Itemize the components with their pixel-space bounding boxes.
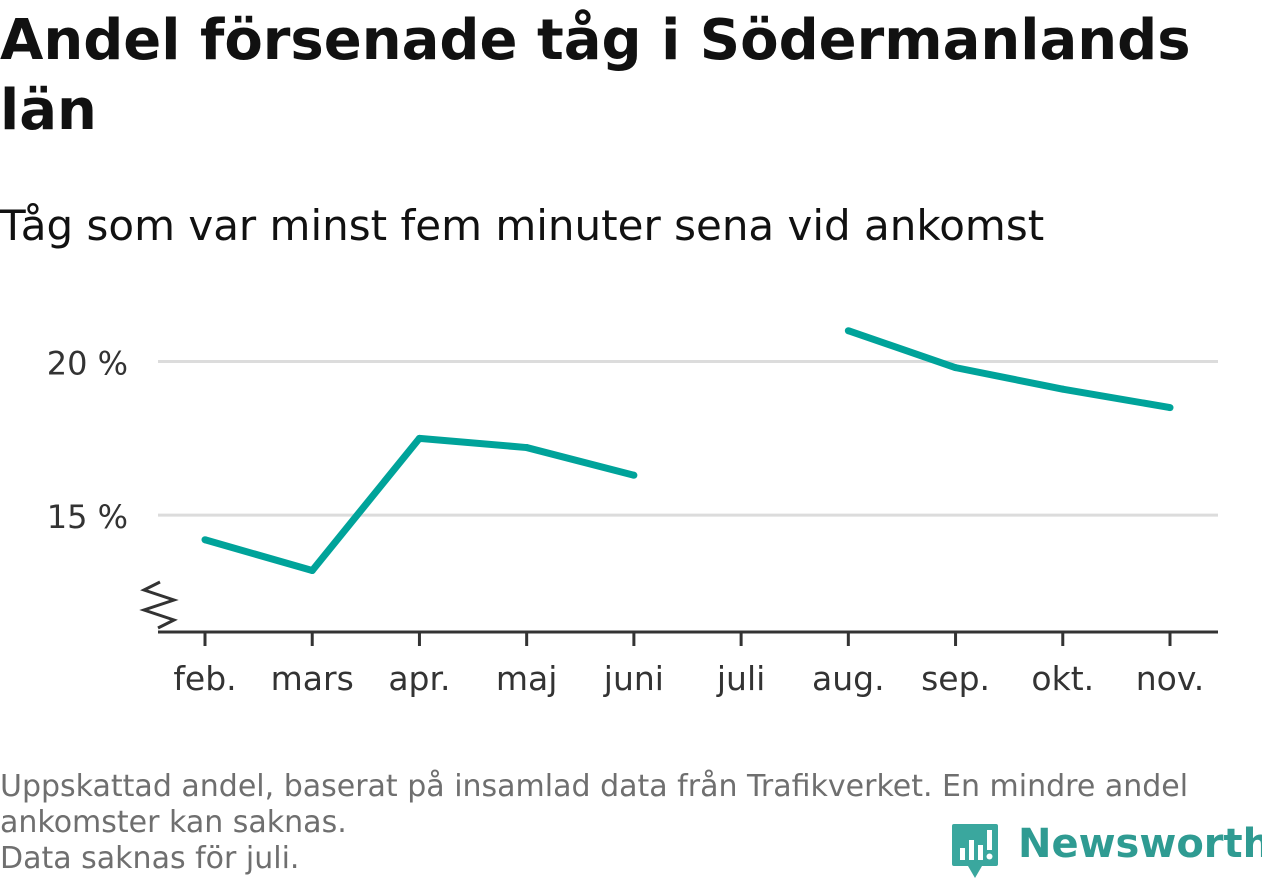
newsworthy-logo-icon [952, 824, 998, 878]
x-tick-label: okt. [1031, 659, 1094, 698]
data-point [1059, 385, 1067, 393]
footer-note-line-3: Data saknas för juli. [0, 841, 300, 876]
x-tick-label: maj [496, 659, 558, 698]
x-tick-label: apr. [388, 659, 450, 698]
footer-note-line-1: Uppskattad andel, baserat på insamlad da… [0, 769, 1189, 804]
gridlines [158, 359, 1218, 517]
x-tick-label: juni [603, 659, 664, 698]
brand-name: Newsworthy [1018, 821, 1262, 867]
x-tick-label: feb. [173, 659, 236, 698]
data-point [308, 567, 316, 575]
x-axis-labels: feb. mars apr. maj juni juli aug. sep. okt. nov. [173, 659, 1204, 698]
data-point [415, 434, 423, 442]
x-tick-label: nov. [1136, 659, 1205, 698]
x-axis [139, 580, 1218, 646]
data-point [844, 327, 852, 335]
x-tick-label: mars [271, 659, 354, 698]
axis-break-icon [139, 580, 179, 630]
data-point [630, 471, 638, 479]
y-tick-label: 20 % [47, 344, 128, 382]
series-line-segment [204, 434, 635, 575]
y-axis-labels: 15 % 20 % [47, 344, 128, 536]
series-line-segment [847, 327, 1171, 412]
chart-title: Andel försenade tåg i Södermanlands län [0, 8, 1191, 143]
footer-note: Uppskattad andel, baserat på insamlad da… [0, 769, 1250, 877]
footer-note-line-2: ankomster kan saknas. [0, 805, 347, 840]
x-tick-label: juli [716, 659, 765, 698]
x-tick-label: aug. [812, 659, 885, 698]
newsworthy-logo: Newsworthy [950, 818, 1262, 880]
data-point [201, 536, 209, 544]
data-point [952, 364, 960, 372]
data-point [523, 444, 531, 452]
chart-subtitle: Tåg som var minst fem minuter sena vid a… [0, 201, 1045, 250]
data-point [1166, 404, 1174, 412]
y-tick-label: 15 % [47, 498, 128, 536]
series-lines [201, 327, 1174, 575]
x-tick-label: sep. [921, 659, 990, 698]
